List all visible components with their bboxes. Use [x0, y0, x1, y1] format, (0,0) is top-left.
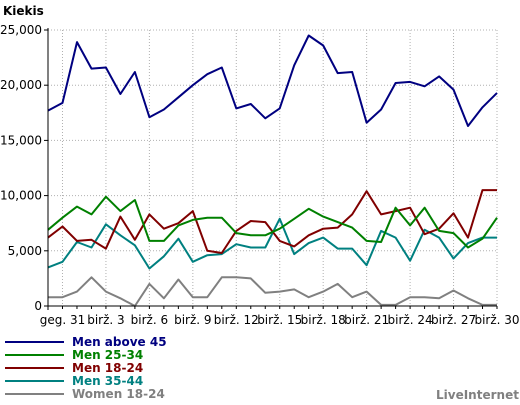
series-line	[47, 195, 498, 249]
y-tick-label: 20,000	[0, 78, 42, 92]
legend-label: Men 35-44	[72, 374, 143, 388]
y-tick-labels: 0 5,000 10,000 15,000 20,000 25,000	[0, 23, 42, 313]
y-axis-label: Kiekis	[3, 4, 44, 18]
series-line	[48, 276, 497, 307]
legend-label: Men 18-24	[72, 361, 143, 375]
grid	[48, 29, 498, 306]
x-tick-label: birž. 30	[474, 313, 519, 327]
x-tick-label: geg. 31	[40, 313, 86, 327]
x-tick-label: birž. 24	[388, 313, 433, 327]
legend-label: Men 25-34	[72, 348, 143, 362]
legend-label: Men above 45	[72, 335, 167, 349]
series-line	[47, 189, 497, 254]
x-tick-label: birž. 15	[257, 313, 302, 327]
y-tick-label: 0	[34, 299, 42, 313]
y-tick-label: 25,000	[0, 23, 42, 37]
axes	[44, 28, 498, 310]
x-tick-label: birž. 27	[431, 313, 476, 327]
x-tick-label: birž. 9	[174, 313, 211, 327]
watermark: LiveInternet	[436, 388, 519, 402]
x-tick-label: birž. 18	[301, 313, 346, 327]
x-tick-labels: geg. 31 birž. 3 birž. 6 birž. 9 birž. 12birž…	[40, 313, 520, 327]
x-tick-label: birž. 3	[87, 313, 124, 327]
x-tick-label: birž. 6	[131, 313, 168, 327]
series-line	[47, 34, 498, 127]
x-tick-label: birž. 12	[214, 313, 259, 327]
series-line	[47, 217, 497, 270]
y-tick-label: 5,000	[8, 244, 42, 258]
y-tick-label: 15,000	[0, 133, 42, 147]
x-tick-label: birž. 21	[344, 313, 389, 327]
legend-label: Women 18-24	[72, 387, 165, 401]
series-lines	[47, 34, 498, 307]
y-tick-label: 10,000	[0, 189, 42, 203]
